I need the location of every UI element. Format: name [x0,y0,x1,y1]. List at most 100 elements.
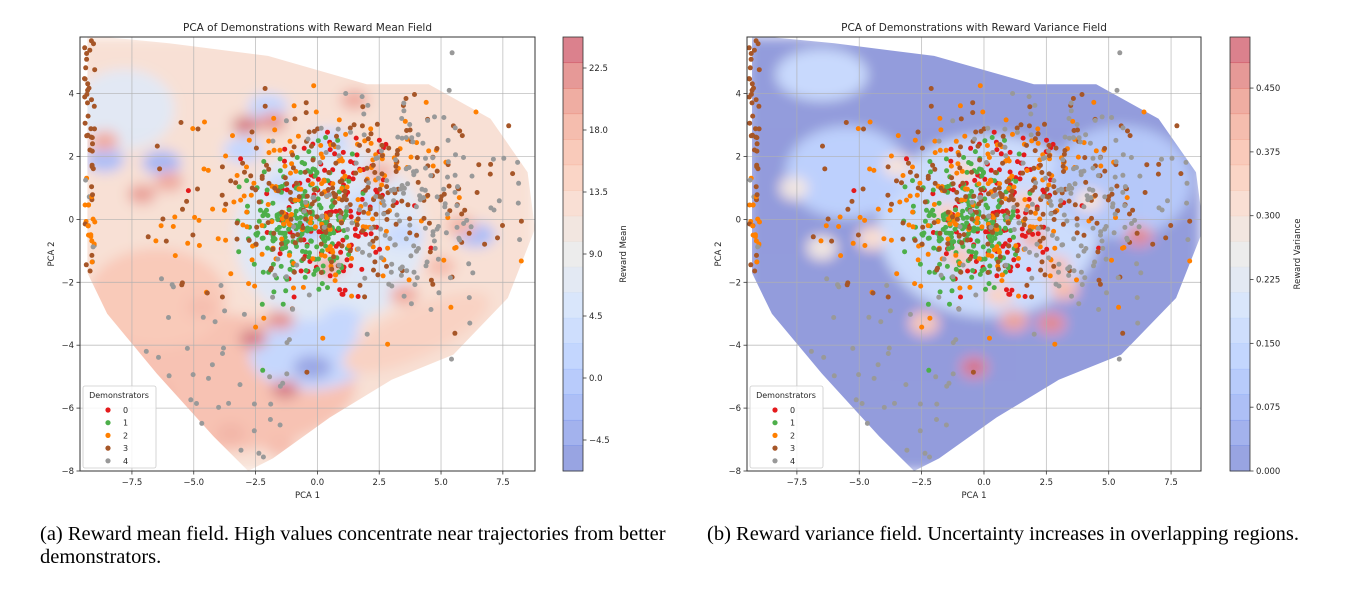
data-point [355,246,361,252]
data-point [821,354,827,360]
data-point [384,184,390,190]
data-point [473,109,479,115]
data-point [818,238,824,244]
data-point [930,191,936,197]
data-point [1009,188,1015,194]
data-point [859,401,865,406]
data-point [917,180,923,186]
data-point [899,180,904,186]
data-point [315,138,321,144]
data-point [266,150,272,156]
data-point [1035,131,1041,137]
data-point [903,382,909,388]
data-point [353,170,359,176]
data-point [1134,261,1140,267]
data-point [301,145,307,151]
data-point [1112,211,1118,217]
data-point [1013,175,1019,181]
data-point [172,214,178,220]
data-point [294,262,300,268]
data-point [406,165,412,170]
data-point [324,215,330,221]
data-point [283,214,289,220]
data-point [1006,243,1012,249]
data-point [365,184,371,190]
data-point [1019,226,1025,232]
data-point [343,212,349,218]
data-point [973,209,979,215]
data-point [1020,170,1026,176]
data-point [510,171,516,177]
data-point [1000,243,1006,249]
x-tick-label: 5.0 [434,478,448,488]
data-point [368,126,374,132]
data-point [838,253,844,259]
data-point [926,269,932,275]
data-point [976,181,982,187]
data-point [748,133,754,139]
data-point [428,307,434,312]
data-point [242,169,247,175]
data-point [379,142,385,148]
data-point [960,262,966,268]
legend-marker-2 [105,432,111,438]
data-point [88,126,94,132]
data-point [431,238,437,244]
data-point [1037,162,1043,168]
legend-title: Demonstrators [89,391,149,400]
data-point [349,220,355,226]
data-point [373,211,379,217]
data-point [370,244,376,250]
data-point [1078,269,1084,275]
data-point [851,188,857,194]
data-point [306,292,312,298]
data-point [1178,171,1184,177]
y-tick-label: −4 [728,341,741,351]
data-point [902,249,908,255]
data-point [466,261,472,267]
data-point [944,263,950,269]
data-point [331,254,337,260]
data-point [403,236,409,242]
data-point [318,143,324,148]
data-point [415,246,421,251]
data-point [1060,221,1066,227]
data-point [910,178,915,184]
y-axis-label: PCA 2 [714,242,724,267]
data-point [210,206,216,212]
data-point [1074,277,1079,283]
data-point [302,274,308,280]
data-point [87,47,93,53]
data-point [934,267,940,273]
field-hotspot [807,236,836,259]
colorbar-level [563,215,583,242]
data-point [1102,194,1108,200]
data-point [432,245,438,251]
data-point [997,142,1003,148]
colorbar-level [1230,343,1250,370]
data-point [755,216,761,222]
data-point [900,236,906,242]
data-point [302,189,308,194]
data-point [1024,142,1029,148]
data-point [448,304,454,310]
data-point [261,159,267,164]
data-point [907,311,913,317]
data-point [326,170,332,175]
data-point [958,269,964,275]
data-point [990,193,996,199]
data-point [941,256,947,262]
data-point [264,207,269,213]
data-point [304,193,310,199]
data-point [1187,218,1193,224]
data-point [401,108,407,114]
data-point [1039,259,1045,265]
data-point [316,286,322,292]
data-point [1006,197,1012,203]
data-point [314,214,320,220]
data-point [1026,94,1032,100]
data-point [320,233,326,239]
data-point [424,259,430,265]
data-point [969,199,975,205]
data-point [220,351,225,356]
